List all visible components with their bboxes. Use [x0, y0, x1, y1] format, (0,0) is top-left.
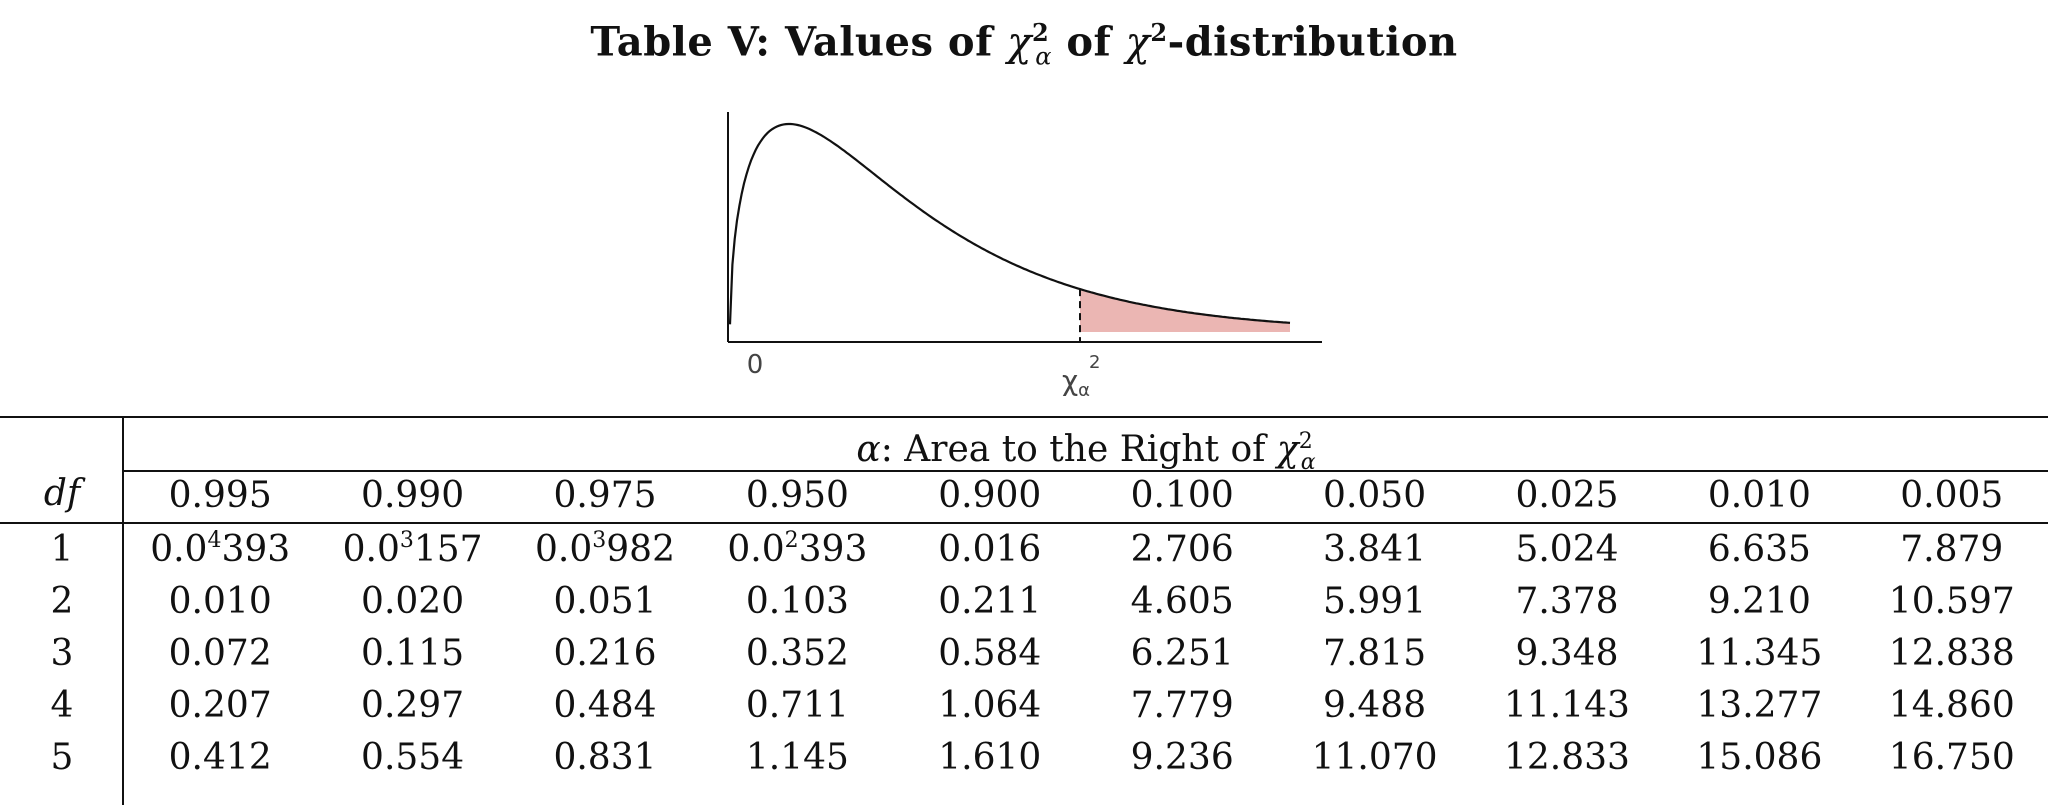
- df-cell-5: 5: [50, 737, 74, 778]
- table-cell: 6.635: [1707, 529, 1811, 570]
- alpha-header-rule: [124, 470, 2048, 472]
- column-header-0.005: 0.005: [1900, 475, 2004, 516]
- table-cell: 0.554: [361, 737, 465, 778]
- critical-label-chi: χ: [1062, 364, 1078, 397]
- table-cell: 0.051: [553, 581, 657, 622]
- table-cell: 2.706: [1130, 529, 1234, 570]
- table-cell: 0.010: [168, 581, 272, 622]
- table-cell: 11.143: [1504, 685, 1630, 726]
- table-cell: 0.297: [361, 685, 465, 726]
- table-cell: 9.236: [1130, 737, 1234, 778]
- origin-label: 0: [747, 350, 764, 380]
- title-chi-symbol-2: χ: [1125, 19, 1151, 66]
- column-header-0.975: 0.975: [553, 475, 657, 516]
- df-column-divider: [122, 416, 124, 805]
- df-cell-2: 2: [50, 581, 74, 622]
- title-suffix: -distribution: [1167, 18, 1458, 66]
- table-cell: 9.348: [1515, 633, 1619, 674]
- column-header-0.100: 0.100: [1130, 475, 1234, 516]
- chi-square-density-figure: 0 χα 2: [727, 112, 1322, 401]
- table-cell: 7.879: [1900, 529, 2004, 570]
- critical-value-label: χα: [1062, 364, 1090, 401]
- table-cell: 7.378: [1515, 581, 1619, 622]
- table-cell: 0.484: [553, 685, 657, 726]
- column-header-0.950: 0.950: [745, 475, 849, 516]
- table-cell: 0.207: [168, 685, 272, 726]
- df-cell-4: 4: [50, 685, 74, 726]
- table-cell: 0.211: [938, 581, 1042, 622]
- column-header-0.050: 0.050: [1323, 475, 1427, 516]
- table-cell: 3.841: [1323, 529, 1427, 570]
- table-cell: 6.251: [1130, 633, 1234, 674]
- table-cell: 0.03982: [535, 528, 675, 570]
- table-cell: 7.779: [1130, 685, 1234, 726]
- alpha-header-text: : Area to the Right of: [880, 429, 1277, 470]
- table-cell: 1.064: [938, 685, 1042, 726]
- table-cell: 5.024: [1515, 529, 1619, 570]
- table-cell: 11.345: [1696, 633, 1823, 674]
- table-cell: 0.584: [938, 633, 1042, 674]
- table-cell: 0.831: [553, 737, 657, 778]
- table-cell: 0.115: [361, 633, 465, 674]
- table-cell: 0.352: [745, 633, 849, 674]
- density-curve: [728, 122, 1291, 325]
- column-header-rule: [0, 522, 2048, 524]
- upper-tail-shaded-area: [1080, 289, 1290, 332]
- table-cell: 11.070: [1311, 737, 1438, 778]
- table-cell: 10.597: [1888, 581, 2015, 622]
- alpha-header-chi: χ: [1276, 429, 1299, 470]
- page-title: Table V: Values of χ2α of χ2-distributio…: [0, 18, 2048, 70]
- title-chi-square-sup-2: 2: [1150, 18, 1168, 47]
- table-cell: 16.750: [1888, 737, 2015, 778]
- table-cell: 1.610: [938, 737, 1042, 778]
- title-mid: of: [1051, 18, 1126, 66]
- table-cell: 0.072: [168, 633, 272, 674]
- table-cell: 7.815: [1323, 633, 1427, 674]
- df-cell-1: 1: [50, 529, 74, 570]
- table-cell: 0.711: [745, 685, 849, 726]
- column-header-0.995: 0.995: [168, 475, 272, 516]
- column-header-0.990: 0.990: [361, 475, 465, 516]
- table-cell: 0.04393: [150, 528, 291, 570]
- table-cell: 12.833: [1504, 737, 1630, 778]
- table-cell: 0.412: [168, 737, 272, 778]
- table-cell: 0.103: [745, 581, 849, 622]
- table-cell: 1.145: [745, 737, 849, 778]
- column-header-0.025: 0.025: [1515, 475, 1619, 516]
- table-top-rule: [0, 416, 2048, 418]
- table-cell: 0.03157: [342, 528, 483, 570]
- alpha-symbol: α: [856, 429, 881, 470]
- critical-label-sup: 2: [1089, 352, 1100, 373]
- alpha-header-sup: 2: [1298, 429, 1313, 454]
- table-cell: 14.860: [1888, 685, 2015, 726]
- alpha-header-sub: α: [1300, 450, 1316, 476]
- table-cell: 15.086: [1696, 737, 1823, 778]
- title-prefix: Table V: Values of: [590, 18, 1008, 66]
- table-cell: 9.210: [1707, 581, 1811, 622]
- table-cell: 5.991: [1323, 581, 1427, 622]
- column-header-0.900: 0.900: [938, 475, 1042, 516]
- chi-square-table: α: Area to the Right of χ2α df 0.995 0.99…: [0, 416, 2048, 805]
- table-cell: 12.838: [1888, 633, 2015, 674]
- critical-label-sub: α: [1078, 380, 1090, 401]
- alpha-header: α: Area to the Right of χ2α: [124, 420, 2048, 485]
- table-cell: 4.605: [1130, 581, 1234, 622]
- table-cell: 9.488: [1323, 685, 1427, 726]
- title-chi-alpha-sub: α: [1035, 42, 1052, 71]
- title-chi-symbol: χ: [1007, 19, 1032, 66]
- table-cell: 0.02393: [727, 528, 868, 570]
- column-header-0.010: 0.010: [1707, 475, 1811, 516]
- title-chi-square-sup: 2: [1031, 18, 1050, 47]
- df-cell-3: 3: [50, 633, 74, 674]
- table-cell: 13.277: [1696, 685, 1823, 726]
- table-cell: 0.216: [553, 633, 657, 674]
- table-cell: 0.016: [938, 529, 1042, 570]
- df-column-label: df: [43, 473, 81, 514]
- table-cell: 0.020: [361, 581, 465, 622]
